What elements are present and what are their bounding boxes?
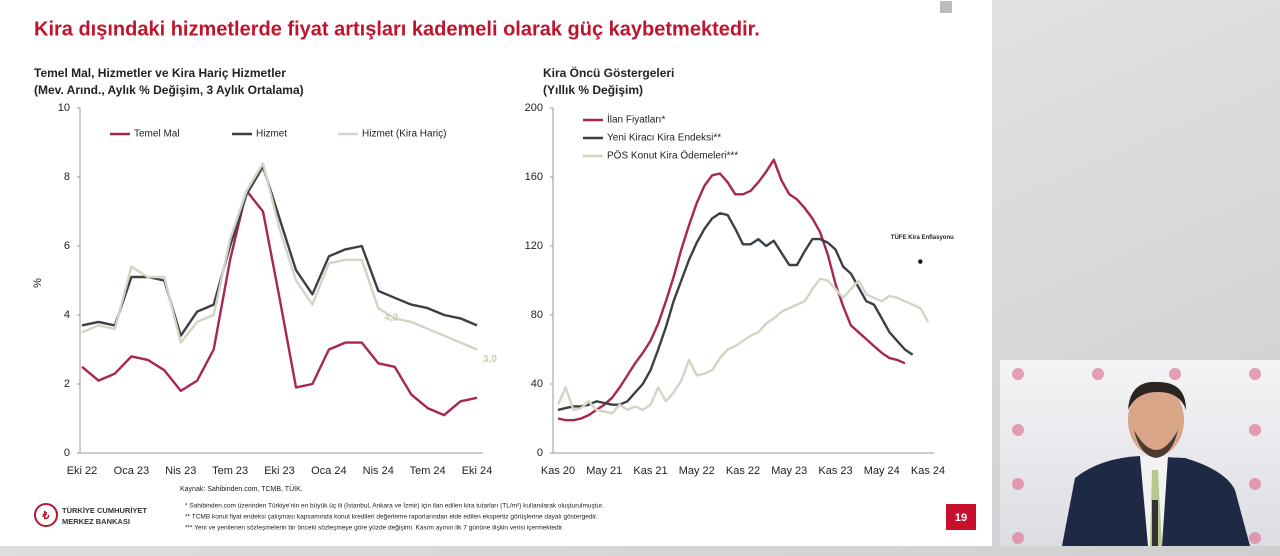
footnote: * Sahibinden.com üzerinden Türkiye'nin e… xyxy=(185,501,604,510)
chart-subtitle: (Mev. Arınd., Aylık % Değişim, 3 Aylık O… xyxy=(34,83,304,97)
x-tick-label: Tem 23 xyxy=(212,465,248,477)
series-line xyxy=(557,158,906,422)
x-tick-label: Eki 24 xyxy=(462,465,493,477)
speaker-hair xyxy=(1128,381,1186,410)
y-tick-label: 80 xyxy=(531,309,543,321)
series-line xyxy=(556,277,930,415)
logo-line: TÜRKİYE CUMHURİYET xyxy=(62,506,147,515)
x-tick-label: Kas 22 xyxy=(726,465,760,477)
speaker-face xyxy=(1128,384,1184,456)
chart-title: Temel Mal, Hizmetler ve Kira Hariç Hizme… xyxy=(34,66,286,80)
x-tick-label: May 23 xyxy=(771,465,807,477)
page-number: 19 xyxy=(955,512,967,524)
x-tick-label: Eki 22 xyxy=(67,465,98,477)
x-tick-label: Tem 24 xyxy=(410,465,446,477)
y-tick-label: 40 xyxy=(531,378,543,390)
x-tick-label: Oca 23 xyxy=(114,465,149,477)
legend-label: Yeni Kiracı Kira Endeksi** xyxy=(607,133,721,144)
y-tick-label: 0 xyxy=(64,447,70,459)
speaker-beard xyxy=(1134,430,1178,458)
x-tick-label: Kas 24 xyxy=(911,465,945,477)
x-tick-label: Kas 23 xyxy=(818,465,852,477)
value-label: 4,2 xyxy=(384,313,398,324)
x-tick-label: Eki 23 xyxy=(264,465,295,477)
source: Kaynak: Sahibinden.com, TCMB, TÜİK. xyxy=(180,484,303,493)
video-inset xyxy=(1000,360,1280,546)
x-tick-label: Oca 24 xyxy=(311,465,346,477)
x-tick-label: Kas 20 xyxy=(541,465,575,477)
footnote: *** Yeni ve yenilenen sözleşmelerin bir … xyxy=(185,525,564,532)
logo-emblem xyxy=(34,503,58,527)
y-tick-label: 2 xyxy=(64,378,70,390)
chart-subtitle: (Yıllık % Değişim) xyxy=(543,83,643,97)
logo: ₺ TÜRKİYE CUMHURİYET MERKEZ BANKASI xyxy=(34,503,147,527)
legend-label: PÖS Konut Kira Ödemeleri*** xyxy=(607,150,738,162)
page-number-box xyxy=(946,504,976,530)
menu-icon xyxy=(940,1,952,13)
slide-page xyxy=(0,0,992,546)
y-axis-label: % xyxy=(32,278,44,288)
y-tick-label: 0 xyxy=(537,447,543,459)
x-tick-label: Nis 24 xyxy=(363,465,394,477)
legend-label: Hizmet xyxy=(256,129,287,140)
y-tick-label: 10 xyxy=(58,102,70,114)
series-line xyxy=(81,162,478,351)
y-tick-label: 8 xyxy=(64,171,70,183)
legend-label: Hizmet (Kira Hariç) xyxy=(362,129,446,140)
x-tick-label: Kas 21 xyxy=(633,465,667,477)
x-tick-label: Nis 23 xyxy=(165,465,196,477)
x-tick-label: May 22 xyxy=(679,465,715,477)
y-tick-label: 120 xyxy=(525,240,543,252)
legend-label: İlan Fiyatları* xyxy=(607,113,665,126)
y-tick-label: 4 xyxy=(64,309,70,321)
y-tick-label: 6 xyxy=(64,240,70,252)
series-line xyxy=(81,189,478,417)
logo-line: MERKEZ BANKASI xyxy=(62,517,130,526)
legend-label: Temel Mal xyxy=(134,129,180,140)
microphone xyxy=(1152,500,1158,546)
point-marker xyxy=(918,259,923,264)
series-line xyxy=(557,212,914,412)
y-tick-label: 160 xyxy=(525,171,543,183)
backdrop-logos xyxy=(1012,368,1261,544)
y-tick-label: 200 xyxy=(525,102,543,114)
chart-title: Kira Öncü Göstergeleri xyxy=(543,65,674,80)
footnote: ** TCMB konut fiyat endeksi çalışması ka… xyxy=(185,514,598,521)
slide-title: Kira dışındaki hizmetlerde fiyat artışla… xyxy=(34,18,760,40)
x-tick-label: May 24 xyxy=(864,465,900,477)
x-tick-label: May 21 xyxy=(586,465,622,477)
logo-mark: ₺ xyxy=(42,510,50,522)
point-label: TÜFE Kira Enflasyonu xyxy=(891,234,954,241)
value-label: 3,0 xyxy=(483,354,497,365)
